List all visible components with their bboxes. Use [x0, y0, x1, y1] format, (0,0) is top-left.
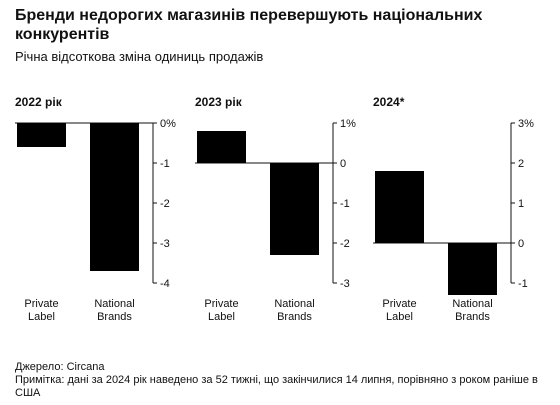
category-label-private-label: Private Label	[382, 298, 416, 323]
category-label-national-brands: National Brands	[274, 298, 314, 323]
y-tick-label: 0%	[160, 118, 176, 130]
y-tick-label: 0	[518, 238, 524, 250]
y-tick-label: -3	[340, 278, 350, 290]
y-tick-label: -1	[160, 158, 170, 170]
y-tick-label: -4	[160, 278, 170, 290]
footnote: Примітка: дані за 2024 рік наведено за 5…	[15, 374, 538, 399]
bar-national-brands	[448, 243, 497, 295]
bar-private-label	[17, 123, 66, 147]
chart-subtitle: Річна відсоткова зміна одиниць продажів	[15, 49, 264, 64]
category-label-national-brands: National Brands	[94, 298, 134, 323]
bar-chart-panel-2023: 1% 0 -1 -2 -3 Private Label National Brands	[195, 118, 356, 323]
y-tick-label: 2	[518, 158, 524, 170]
y-tick-label: 1%	[340, 118, 356, 130]
y-tick-label: -1	[340, 198, 350, 210]
y-tick-label: 0	[340, 158, 346, 170]
panel-title-2023: 2023 рік	[195, 95, 242, 109]
bar-private-label	[197, 131, 246, 163]
y-tick-label: -2	[340, 238, 350, 250]
y-tick-label: 1	[518, 198, 524, 210]
bar-private-label	[375, 171, 424, 243]
y-tick-label: -2	[160, 198, 170, 210]
source-note: Джерело: Circana	[15, 361, 105, 373]
y-tick-label: -1	[518, 278, 528, 290]
category-label-private-label: Private Label	[204, 298, 238, 323]
panel-title-2022: 2022 рік	[15, 95, 62, 109]
category-label-national-brands: National Brands	[452, 298, 492, 323]
bar-chart-panel-2022: 0% -1 -2 -3 -4 Private Label National Brands	[15, 118, 176, 323]
y-tick-label: 3%	[518, 118, 534, 130]
bar-chart-panel-2024: 3% 2 1 0 -1 Private Label National Brands	[373, 118, 534, 323]
bar-national-brands	[90, 123, 139, 271]
category-label-private-label: Private Label	[24, 298, 58, 323]
panel-title-2024: 2024*	[373, 95, 405, 109]
bar-national-brands	[270, 163, 319, 255]
chart-title: Бренди недорогих магазинів перевершують …	[15, 7, 483, 43]
y-tick-label: -3	[160, 238, 170, 250]
